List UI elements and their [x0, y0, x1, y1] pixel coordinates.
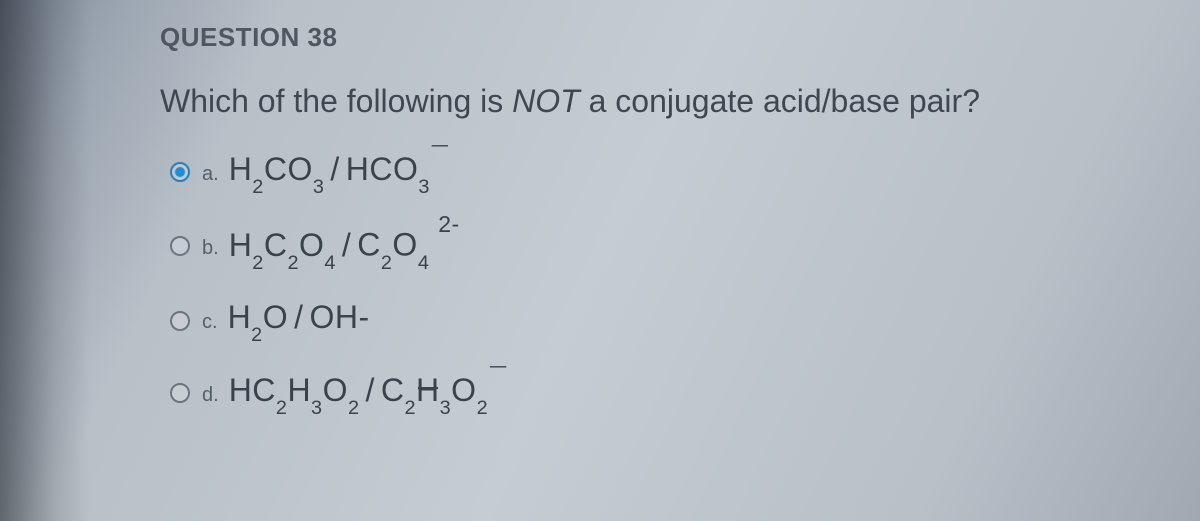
- base-formula: C2O4 2-: [357, 223, 459, 269]
- base-formula: OH-: [309, 299, 369, 336]
- radio-icon[interactable]: [170, 162, 190, 182]
- prompt-emphasis: NOT: [512, 83, 580, 119]
- option-letter: c.: [202, 311, 218, 334]
- question-header: QUESTION 38: [160, 22, 1160, 53]
- question-prompt: Which of the following is NOT a conjugat…: [160, 81, 1160, 121]
- option-formula: H2CO3 / HCO3¯: [229, 151, 449, 193]
- radio-dot-icon: [175, 167, 185, 177]
- acid-formula: H2C2O4: [229, 227, 336, 269]
- base-formula: C2H3O2¯: [381, 372, 507, 414]
- acid-formula: H2CO3: [229, 151, 325, 193]
- pair-separator: /: [330, 151, 339, 188]
- option-formula: HC2H3O2 / C2H3O2¯: [229, 372, 507, 414]
- prompt-text-pre: Which of the following is: [160, 83, 512, 119]
- option-a[interactable]: a. H2CO3 / HCO3¯: [170, 151, 1160, 193]
- option-c[interactable]: c. H2O / OH-: [170, 299, 1160, 341]
- radio-icon[interactable]: [170, 236, 190, 256]
- radio-icon[interactable]: [170, 383, 190, 403]
- prompt-text-post: a conjugate acid/base pair?: [580, 83, 980, 119]
- acid-formula: H2O: [228, 299, 289, 341]
- options-list: a. H2CO3 / HCO3¯ b. H2C2O4 / C2O4 2- c. …: [160, 151, 1160, 414]
- option-b[interactable]: b. H2C2O4 / C2O4 2-: [170, 223, 1160, 269]
- option-letter: a.: [202, 163, 219, 186]
- option-letter: b.: [202, 237, 219, 260]
- question-card: QUESTION 38 Which of the following is NO…: [60, 0, 1200, 521]
- acid-formula: HC2H3O2: [229, 372, 360, 414]
- option-formula: H2O / OH-: [228, 299, 370, 341]
- base-formula: HCO3¯: [346, 151, 449, 193]
- pair-separator: /: [342, 227, 351, 264]
- option-formula: H2C2O4 / C2O4 2-: [229, 223, 460, 269]
- pair-separator: /: [366, 372, 375, 409]
- option-letter: d.: [202, 384, 219, 407]
- pair-separator: /: [294, 299, 303, 336]
- option-d[interactable]: d. HC2H3O2 / C2H3O2¯: [170, 372, 1160, 414]
- radio-icon[interactable]: [170, 311, 190, 331]
